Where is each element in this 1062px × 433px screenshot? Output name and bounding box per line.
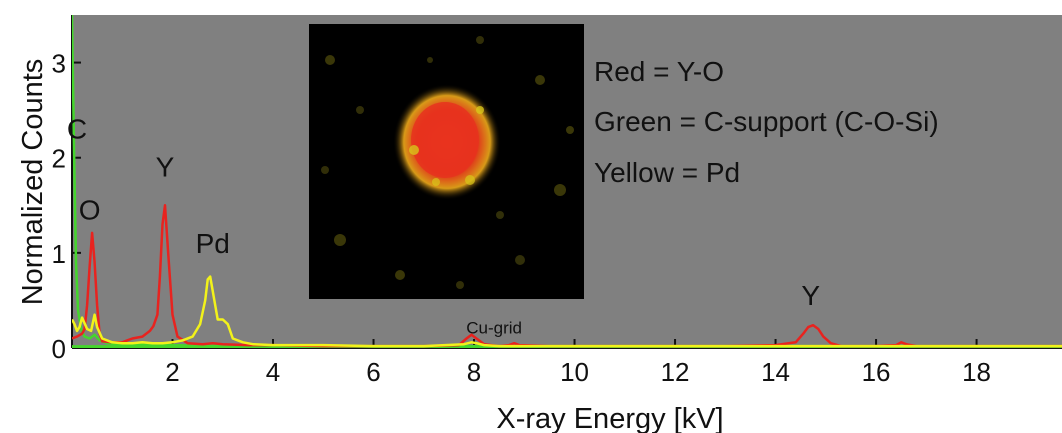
peak-label: Pd (196, 228, 230, 259)
legend-note-green: Green = C-support (C-O-Si) (594, 106, 939, 137)
series-line-yellow (72, 275, 1062, 348)
x-tick-label: 16 (862, 357, 891, 387)
inset-eds-map-image (309, 24, 584, 299)
x-tick-label: 8 (467, 357, 481, 387)
series-layer (72, 15, 1062, 348)
peak-label: O (79, 195, 101, 226)
y-tick-label: 2 (52, 144, 66, 174)
y-tick-label: 0 (52, 334, 66, 364)
peak-label: Y (801, 280, 820, 311)
peak-label: Y (156, 152, 175, 183)
x-tick-label: 6 (366, 357, 380, 387)
x-tick-label: 4 (266, 357, 280, 387)
x-tick-label: 14 (761, 357, 790, 387)
y-tick-label: 3 (52, 49, 66, 79)
x-axis-title: X-ray Energy [kV] (496, 403, 723, 433)
x-tick-label: 2 (165, 357, 179, 387)
y-tick-label: 1 (52, 239, 66, 269)
legend-note-yellow: Yellow = Pd (594, 157, 740, 188)
x-tick-label: 18 (962, 357, 991, 387)
peak-label: C (67, 114, 87, 145)
x-tick-label: 12 (661, 357, 690, 387)
x-tick-label: 10 (560, 357, 589, 387)
peak-label: Cu-grid (466, 319, 522, 338)
legend-note-red: Red = Y-O (594, 56, 724, 87)
y-axis-title: Normalized Counts (17, 59, 49, 306)
